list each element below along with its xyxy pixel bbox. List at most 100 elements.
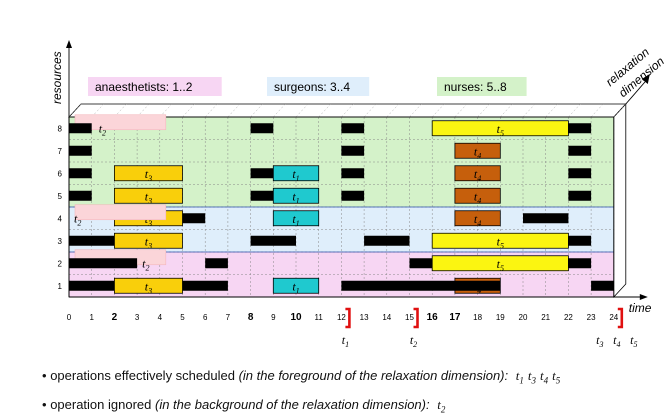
busy-block [523,213,569,224]
busy-block [568,235,592,246]
task-label: t1 [292,212,299,228]
depth-gridline [136,103,150,118]
time-tick-label: 18 [473,313,482,322]
task-label: t5 [497,234,504,250]
busy-block [341,190,365,201]
task-label: t4 [474,167,481,183]
group-legend-box [267,77,370,96]
busy-block [568,258,592,269]
busy-block [568,145,592,156]
busy-block [182,280,228,291]
depth-gridline [318,103,331,118]
depth-gridline [273,103,286,118]
task-label: t1 [292,189,299,205]
resource-label: 6 [58,169,63,178]
z-axis-line [625,80,647,105]
time-tick-label: 15 [405,313,414,322]
resource-label: 1 [58,282,63,291]
busy-block [568,190,592,201]
depth-gridline [363,103,377,118]
time-tick-label: 9 [271,313,276,322]
depth-gridline [477,103,490,118]
note-scheduled: • operations effectively scheduled (in t… [42,368,560,386]
depth-gridline [522,103,536,118]
release-bracket-icon [345,307,351,329]
depth-gridline [432,103,445,118]
task-label-background: t2 [74,211,81,227]
busy-block [341,168,365,179]
time-tick-label: 21 [541,313,550,322]
task-label: t4 [474,189,481,205]
task-label: t1 [292,279,299,295]
task-label: t3 [145,279,152,295]
y-axis-label: resources [50,51,64,104]
box-side-face [613,102,627,299]
depth-gridline [159,103,172,118]
time-tick-label: 11 [315,313,324,322]
task-label: t5 [497,257,504,273]
busy-block [69,258,138,269]
busy-block [250,168,274,179]
busy-block [69,235,115,246]
task-bar [272,277,320,294]
time-tick-label: 10 [290,312,302,323]
time-tick-label: 23 [587,313,596,322]
group-legend-box [437,77,527,96]
time-tick-label: 6 [203,313,208,322]
task-bar [272,210,320,227]
time-tick-label: 22 [564,313,573,322]
busy-block [341,123,365,134]
task-label: t3 [145,234,152,250]
busy-block [182,213,206,224]
task-label: t4 [474,212,481,228]
task-bar [114,165,183,182]
depth-gridline [250,103,263,118]
busy-block [364,235,410,246]
resource-label: 3 [58,237,63,246]
group-legend-label: surgeons: 3..4 [274,80,350,94]
release-label: t4 [613,333,620,349]
y-axis-arrow-icon [66,40,72,48]
time-tick-label: 1 [89,313,94,322]
depth-gridline [205,103,218,118]
task-bar-background [74,114,167,131]
task-label-background: t2 [142,256,149,272]
depth-gridline [91,103,104,118]
depth-gridline [568,103,581,118]
depth-gridline [341,103,354,118]
busy-block [341,145,365,156]
time-tick-label: 20 [519,313,528,322]
group-legend-label: anaesthetists: 1..2 [95,80,193,94]
task-bar [454,142,501,159]
busy-block [341,280,501,291]
task-label: t5 [497,122,504,138]
busy-block [409,258,433,269]
note-task-label: t3 [527,368,536,386]
note-task-label: t1 [515,368,524,386]
busy-block [568,168,592,179]
busy-block [205,258,228,269]
busy-block [568,123,592,134]
resource-label: 2 [58,259,63,268]
resource-label: 5 [58,192,63,201]
resource-label: 8 [58,124,63,133]
note-ignored-italic: (in the background of the relaxation dim… [155,397,430,412]
note-ignored-tasks: t2 [433,397,445,415]
x-axis-arrow-icon [639,294,648,300]
note-scheduled-tasks: t1 t3 t4 t5 [512,368,561,386]
group-legend-box [88,77,222,96]
depth-gridline [545,103,558,118]
task-label-background: t2 [99,121,106,137]
depth-gridline [590,103,604,118]
time-tick-label: 19 [496,313,505,322]
x-axis-label: time [629,301,652,315]
note-scheduled-italic: (in the foreground of the relaxation dim… [238,368,509,383]
depth-gridline [295,103,309,118]
time-tick-label: 24 [609,313,618,322]
busy-block [69,190,92,201]
busy-block [69,145,92,156]
task-label: t4 [474,144,481,160]
task-bar [454,210,501,227]
depth-gridline [182,103,195,118]
depth-gridline [386,103,399,118]
